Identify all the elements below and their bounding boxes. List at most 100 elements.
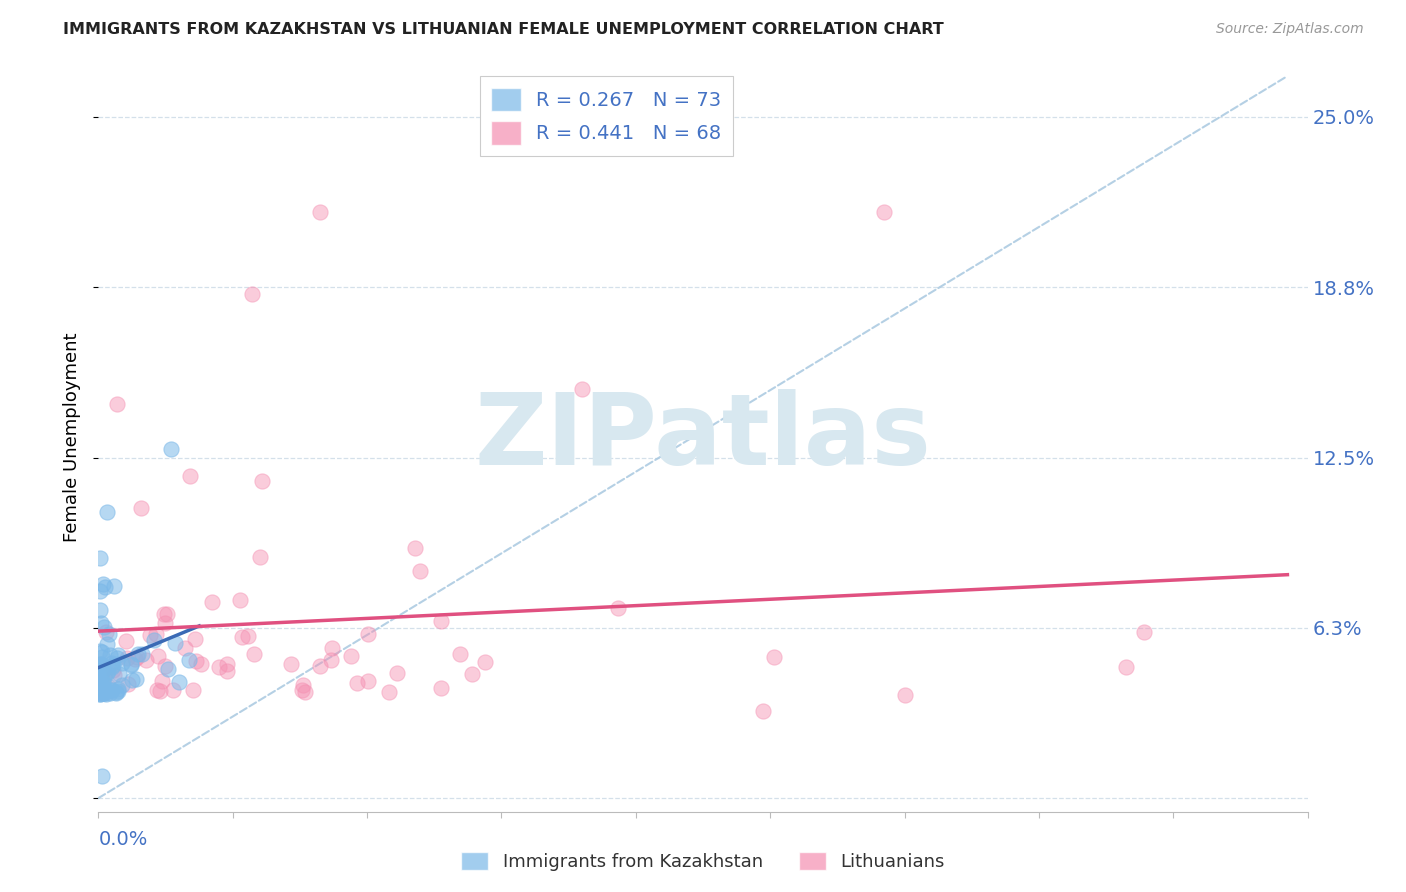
Point xyxy=(606,600,628,615)
Point xyxy=(160,442,183,457)
Point xyxy=(93,686,115,700)
Point xyxy=(190,657,212,672)
Point xyxy=(238,629,260,643)
Point xyxy=(101,683,124,698)
Point xyxy=(91,663,114,677)
Point xyxy=(105,397,128,411)
Point xyxy=(156,662,179,676)
Point xyxy=(250,474,273,488)
Point xyxy=(89,658,111,673)
Point xyxy=(429,681,451,695)
Point xyxy=(90,671,112,685)
Point xyxy=(98,686,121,700)
Point xyxy=(762,650,785,665)
Point xyxy=(91,681,114,696)
Point xyxy=(96,665,118,679)
Point xyxy=(107,648,129,663)
Point xyxy=(91,663,114,677)
Point xyxy=(90,658,112,673)
Legend: Immigrants from Kazakhstan, Lithuanians: Immigrants from Kazakhstan, Lithuanians xyxy=(454,845,952,879)
Point xyxy=(121,673,143,687)
Point xyxy=(280,657,302,671)
Point xyxy=(91,645,114,659)
Point xyxy=(120,657,142,671)
Point xyxy=(377,685,399,699)
Point xyxy=(145,627,167,641)
Point xyxy=(89,676,111,690)
Point xyxy=(461,666,484,681)
Text: Source: ZipAtlas.com: Source: ZipAtlas.com xyxy=(1216,22,1364,37)
Point xyxy=(125,650,148,665)
Point xyxy=(104,686,127,700)
Text: ZIPatlas: ZIPatlas xyxy=(475,389,931,485)
Point xyxy=(114,633,136,648)
Point xyxy=(89,687,111,701)
Point xyxy=(117,651,139,665)
Point xyxy=(292,678,315,692)
Point xyxy=(125,672,148,686)
Point xyxy=(96,637,118,651)
Point xyxy=(91,686,114,700)
Point xyxy=(474,656,496,670)
Point xyxy=(146,648,169,663)
Point xyxy=(146,682,169,697)
Point xyxy=(94,686,117,700)
Point xyxy=(89,665,111,679)
Point xyxy=(127,647,149,661)
Point xyxy=(346,676,368,690)
Point xyxy=(309,658,332,673)
Point xyxy=(294,684,316,698)
Point xyxy=(93,580,115,594)
Point xyxy=(89,672,111,686)
Point xyxy=(143,633,166,648)
Point xyxy=(93,680,115,694)
Text: IMMIGRANTS FROM KAZAKHSTAN VS LITHUANIAN FEMALE UNEMPLOYMENT CORRELATION CHART: IMMIGRANTS FROM KAZAKHSTAN VS LITHUANIAN… xyxy=(63,22,943,37)
Point xyxy=(89,644,111,658)
Point xyxy=(215,657,238,672)
Point xyxy=(131,647,153,661)
Point xyxy=(357,626,380,640)
Point xyxy=(321,640,343,655)
Point xyxy=(103,658,125,673)
Point xyxy=(162,683,184,698)
Point xyxy=(186,654,208,668)
Point xyxy=(243,648,266,662)
Point xyxy=(449,648,471,662)
Point xyxy=(339,649,361,664)
Point xyxy=(309,205,332,219)
Point xyxy=(98,683,121,698)
Point xyxy=(167,674,190,689)
Point xyxy=(96,624,118,639)
Point xyxy=(156,607,179,621)
Point xyxy=(177,653,200,667)
Point xyxy=(404,541,426,555)
Point xyxy=(96,666,118,681)
Point xyxy=(430,614,453,628)
Point xyxy=(217,665,239,679)
Point xyxy=(120,657,142,672)
Point xyxy=(1132,624,1154,639)
Point xyxy=(752,704,775,718)
Point xyxy=(231,631,253,645)
Point xyxy=(101,663,124,677)
Point xyxy=(96,505,118,519)
Point xyxy=(100,660,122,674)
Text: 0.0%: 0.0% xyxy=(98,830,148,849)
Point xyxy=(93,682,115,697)
Point xyxy=(104,685,127,699)
Point xyxy=(90,649,112,664)
Point xyxy=(153,607,176,621)
Point xyxy=(201,595,224,609)
Point xyxy=(97,679,120,693)
Point xyxy=(91,577,114,591)
Point xyxy=(89,657,111,671)
Point xyxy=(893,688,915,702)
Point xyxy=(111,678,134,692)
Point xyxy=(103,579,125,593)
Point xyxy=(101,656,124,670)
Point xyxy=(153,615,176,630)
Point xyxy=(117,677,139,691)
Point xyxy=(249,549,271,564)
Point xyxy=(93,670,115,684)
Point xyxy=(571,383,593,397)
